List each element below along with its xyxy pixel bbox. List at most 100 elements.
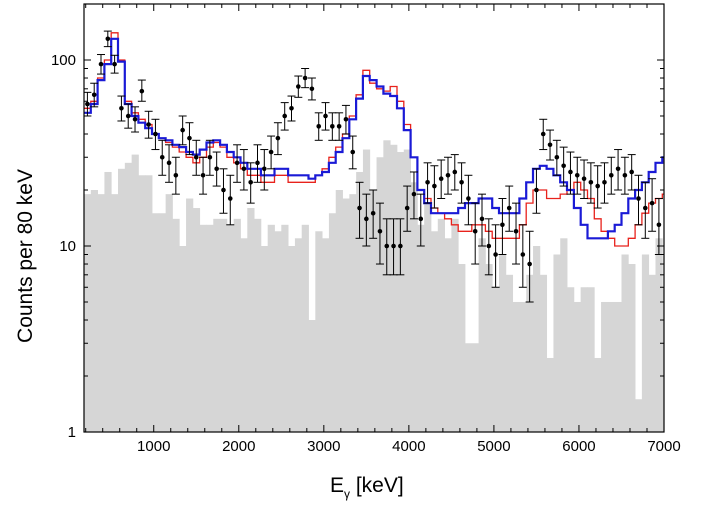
data-point <box>350 149 356 155</box>
background-bar <box>607 301 616 432</box>
background-bar <box>356 171 364 432</box>
background-bar <box>301 224 309 432</box>
data-point <box>506 205 512 211</box>
background-bar <box>138 175 146 432</box>
axis-ticks: 1000 2000 3000 4000 5000 6000 7000 1 10 100 <box>51 3 681 455</box>
data-point <box>568 169 573 175</box>
data-point <box>452 169 458 175</box>
background-bar <box>628 264 636 432</box>
data-point <box>486 243 492 249</box>
background-bar <box>274 231 282 432</box>
background-bar <box>573 301 582 432</box>
background-bar <box>328 213 337 432</box>
background-bar <box>560 238 568 432</box>
background-bar <box>424 203 432 432</box>
data-point <box>602 180 607 185</box>
data-point <box>404 205 410 211</box>
data-point <box>261 166 267 172</box>
background-bar <box>621 254 629 432</box>
background-bar <box>526 274 534 432</box>
data-point <box>615 166 621 172</box>
background-bar <box>84 194 92 432</box>
data-point <box>479 216 485 222</box>
background-bar <box>158 213 167 432</box>
data-point <box>146 122 151 127</box>
x-tick-label: 5000 <box>477 438 510 455</box>
data-point <box>180 127 185 133</box>
background-bar <box>362 149 371 432</box>
data-point <box>343 116 349 122</box>
background-bar <box>676 320 683 432</box>
data-point <box>112 61 117 67</box>
data-point <box>153 131 158 137</box>
data-point <box>119 105 124 111</box>
background-bar <box>281 224 289 432</box>
data-point <box>432 183 437 189</box>
background-bar <box>315 231 323 432</box>
background-bar <box>451 218 459 432</box>
background-bar <box>199 224 207 432</box>
data-point <box>649 200 655 206</box>
background-bar <box>655 238 663 432</box>
data-point <box>364 216 369 222</box>
background-bar <box>403 149 411 432</box>
data-point <box>309 86 315 92</box>
data-point <box>534 187 539 193</box>
background-bar <box>240 238 248 432</box>
data-point <box>166 160 172 166</box>
blue-fit-line <box>84 37 664 240</box>
background-bar <box>458 264 466 432</box>
background-bar <box>580 287 588 432</box>
x-axis-label: Eγ [keV] <box>330 474 404 501</box>
background-bar <box>349 194 357 432</box>
background-bar <box>539 274 548 432</box>
data-point <box>316 124 322 129</box>
data-point <box>636 196 641 201</box>
background-bar <box>417 224 425 432</box>
data-point <box>282 113 288 119</box>
background-bar <box>669 287 676 432</box>
background-bar <box>410 182 418 432</box>
background-bar <box>614 301 622 432</box>
data-point <box>588 180 594 185</box>
background-bar <box>294 238 303 432</box>
data-point <box>438 176 444 182</box>
background-bar <box>587 287 595 432</box>
background-bar <box>322 238 330 432</box>
plot-area <box>84 30 697 432</box>
data-point <box>608 172 614 178</box>
background-bar <box>396 152 405 432</box>
background-bar <box>390 144 398 432</box>
background-bar <box>90 190 99 432</box>
data-point <box>234 160 240 166</box>
background-bar <box>267 224 275 432</box>
background-bar <box>288 245 296 432</box>
data-point <box>629 169 634 175</box>
data-point <box>540 131 546 137</box>
background-bar <box>97 194 105 432</box>
data-point <box>500 222 505 228</box>
background-bar <box>213 218 221 432</box>
data-point <box>527 261 532 267</box>
background-bar <box>220 218 228 432</box>
data-point <box>207 154 213 160</box>
data-point <box>445 172 451 178</box>
background-bar <box>124 162 133 432</box>
x-axis-label-main: E <box>330 474 344 497</box>
background-bar <box>186 198 194 432</box>
data-point <box>200 172 206 178</box>
background-bar <box>247 208 255 432</box>
background-bar <box>152 213 160 432</box>
data-point <box>425 180 430 185</box>
data-point <box>98 61 104 67</box>
y-axis-label: Counts per 80 keV <box>14 169 37 343</box>
data-point <box>268 149 274 155</box>
background-bar <box>335 190 343 432</box>
data-point <box>656 222 662 228</box>
data-point <box>513 228 519 234</box>
data-point <box>642 205 648 211</box>
background-bar <box>690 287 697 432</box>
data-point <box>574 172 580 178</box>
data-point <box>418 216 424 222</box>
data-point <box>323 113 328 119</box>
